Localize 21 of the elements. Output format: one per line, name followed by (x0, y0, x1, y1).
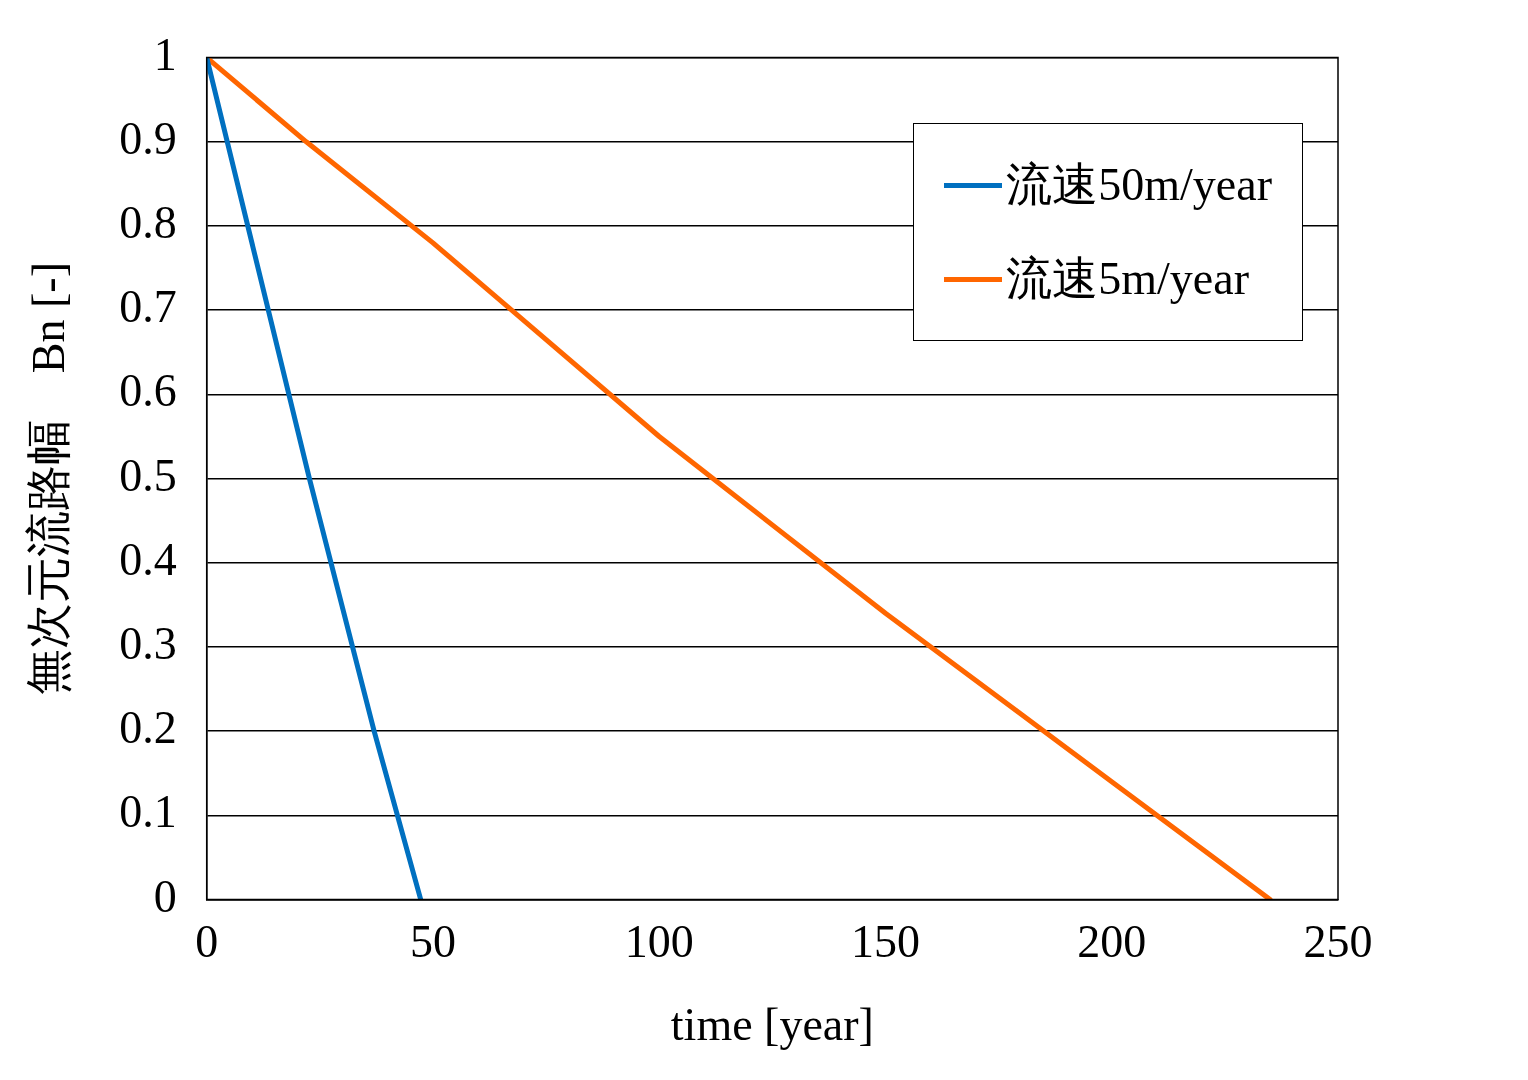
x-tick-label: 250 (1303, 916, 1373, 968)
y-tick-label: 0.8 (119, 197, 177, 249)
y-axis-title: 無次元流路幅 Bn [-] (22, 262, 74, 696)
x-tick-label: 50 (409, 916, 456, 968)
x-axis-title: time [year] (670, 999, 874, 1051)
y-tick-label: 0.1 (119, 786, 177, 838)
legend-label: 流速50m/year (1006, 158, 1272, 212)
x-tick-label: 100 (624, 916, 694, 968)
y-tick-label: 0.9 (119, 112, 177, 164)
y-tick-label: 0.6 (119, 365, 177, 417)
legend-label: 流速5m/year (1006, 252, 1249, 306)
y-tick-label: 0.5 (119, 449, 177, 501)
y-tick-label: 0.2 (119, 702, 177, 754)
x-tick-label: 0 (195, 916, 219, 968)
y-tick-label: 0.7 (119, 281, 177, 333)
x-tick-label: 200 (1077, 916, 1147, 968)
y-tick-label: 0.3 (119, 618, 177, 670)
x-tick-label: 150 (850, 916, 920, 968)
y-tick-label: 0 (153, 870, 177, 922)
y-tick-label: 1 (153, 28, 177, 80)
y-tick-label: 0.4 (119, 533, 177, 585)
